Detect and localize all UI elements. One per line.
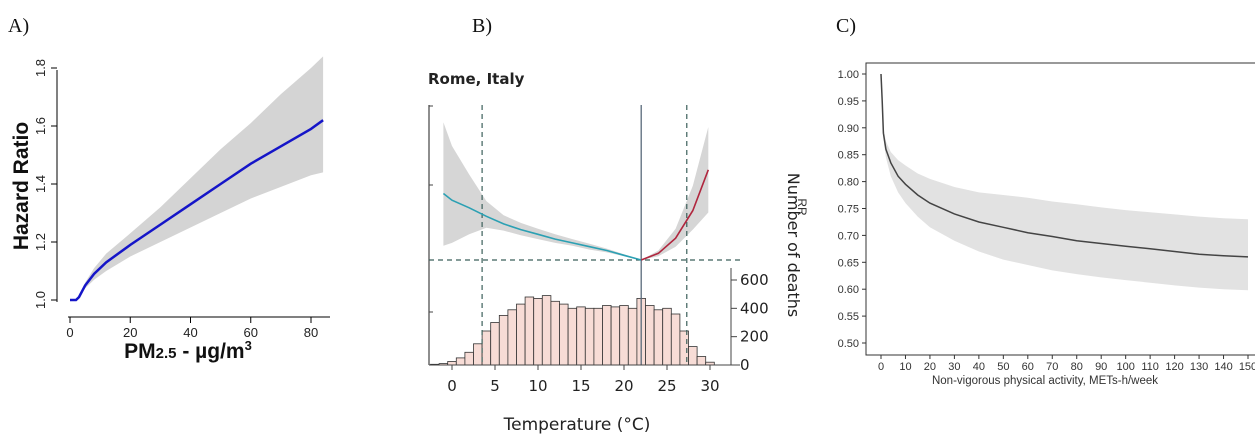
chart-c-x-tick-label: 130 (1190, 361, 1208, 373)
chart-b-hist-bar (602, 305, 612, 366)
chart-b-hist-bar (593, 307, 603, 366)
chart-b-hist-bar (688, 346, 698, 366)
chart-c-y-tick-label: 0.55 (838, 311, 859, 323)
chart-a-x-tick-label: 80 (304, 325, 318, 340)
chart-a-x-tick-label: 0 (66, 325, 73, 340)
chart-c-y-label: RR (795, 198, 809, 216)
chart-b-hist-bar (481, 330, 492, 366)
chart-a-curve (70, 119, 324, 302)
chart-c-x-tick-label: 80 (1071, 361, 1083, 373)
chart-b-hist-bar (670, 313, 681, 366)
chart-a-y-tick-label: 1.4 (33, 175, 48, 193)
panel-label-b: B) (472, 15, 492, 37)
chart-a-y-tick-label: 1.2 (33, 233, 48, 251)
chart-c-x-tick-label: 60 (1022, 361, 1034, 373)
chart-c-x-tick-label: 90 (1095, 361, 1107, 373)
chart-c-y-tick-label: 0.90 (838, 123, 859, 135)
chart-b-right-tick-label: 600 (740, 271, 769, 289)
chart-a-y-tick-label: 1.8 (33, 59, 48, 77)
chart-b-hist-bar (473, 343, 483, 366)
chart-b-hist-bar (516, 303, 526, 366)
chart-b-hist-bar (490, 322, 500, 366)
chart-c-x-label: Non-vigorous physical activity, METs-h/w… (932, 375, 1158, 387)
chart-a-y-tick-label: 1.0 (33, 291, 48, 309)
chart-b-right-tick-label: 0 (740, 356, 750, 374)
chart-c-x-tick-label: 150 (1239, 361, 1255, 373)
chart-b-confidence-band (443, 122, 709, 260)
chart-a-x-tick-label: 60 (244, 325, 258, 340)
chart-b-x-tick-label: 30 (700, 377, 719, 395)
chart-b-hist-bar (464, 351, 474, 366)
chart-b-x-tick-label: 25 (657, 377, 676, 395)
chart-b-hist-bar (498, 314, 509, 366)
chart-b-right-tick-label: 400 (740, 299, 769, 317)
chart-b-x-tick-label: 20 (614, 377, 633, 395)
chart-c-y-tick-label: 0.60 (838, 284, 859, 296)
chart-b-right-label: Number of deaths (784, 173, 803, 317)
chart-a-y-tick-label: 1.6 (33, 117, 48, 135)
chart-c-x-tick-label: 40 (973, 361, 985, 373)
chart-b-hist-bar (455, 357, 466, 366)
chart-c-y-tick-label: 0.95 (838, 96, 859, 108)
chart-b-cold-curve (442, 192, 642, 261)
chart-a-x-tick-label: 20 (123, 325, 137, 340)
chart-c-x-tick-label: 120 (1165, 361, 1183, 373)
chart-b-x-tick-label: 5 (490, 377, 500, 395)
chart-b-hist-bar (696, 356, 707, 366)
chart-c-x-tick-label: 0 (878, 361, 884, 373)
chart-b-x-label: Temperature (°C) (503, 415, 651, 435)
chart-b-hist-bar (559, 303, 569, 366)
chart-b-hist-bar (645, 305, 655, 366)
chart-c-y-tick-label: 0.50 (838, 338, 859, 350)
chart-c-x-tick-label: 70 (1046, 361, 1058, 373)
chart-b-hist-bar (507, 309, 517, 366)
chart-c-x-tick-label: 10 (899, 361, 911, 373)
chart-a-x-label: PM2.5 - µg/m3 (124, 338, 252, 363)
chart-b-x-tick-label: 0 (447, 377, 457, 395)
chart-c-x-tick-label: 100 (1116, 361, 1134, 373)
chart-c-curve (880, 73, 1249, 258)
chart-c-y-tick-label: 0.80 (838, 177, 859, 189)
panel-label-a: A) (8, 15, 29, 37)
chart-a-x-tick-label: 40 (183, 325, 197, 340)
chart-b-hist-bar (619, 305, 629, 366)
chart-b-hist-bar (541, 295, 552, 366)
chart-a-y-label: Hazard Ratio (10, 122, 33, 250)
chart-c-x-tick-label: 50 (997, 361, 1009, 373)
chart-b-hist-bar (576, 306, 586, 366)
chart-b-title: Rome, Italy (428, 70, 525, 88)
chart-c-y-tick-label: 0.65 (838, 257, 859, 269)
chart-b-hist-bar (567, 307, 578, 366)
chart-b-hist-bar (627, 307, 638, 366)
chart-b-hist-bar (550, 300, 560, 366)
chart-c-x-tick-label: 20 (924, 361, 936, 373)
chart-b-hist-bar (610, 306, 621, 366)
chart-b-x-tick-label: 10 (528, 377, 547, 395)
chart-b-right-tick-label: 200 (740, 328, 769, 346)
chart-b-hist-bar (653, 309, 664, 366)
chart-b-x-tick-label: 15 (571, 377, 590, 395)
chart-b-heat-curve (640, 169, 710, 261)
chart-c-x-tick-label: 110 (1141, 361, 1159, 373)
chart-c: 0 10 20 30 40 50 60 70 80 90 100 110 120 130 140 150 0.… (795, 62, 1255, 387)
panel-label-c: C) (836, 15, 856, 37)
chart-a: 0 20 40 60 80 1.01.21.41.61.8 PM2.5 - µg/m3 … (10, 56, 330, 363)
chart-c-x-tick-label: 140 (1214, 361, 1232, 373)
chart-a-confidence-band (70, 56, 324, 301)
chart-b-hist-bar (533, 297, 543, 366)
chart-b: Rome, Italy 0 5 10 15 20 25 30 0 200 400 600 Numb… (428, 70, 803, 435)
chart-c-y-tick-label: 0.75 (838, 204, 859, 216)
chart-b-hist-bar (584, 307, 595, 366)
chart-c-y-tick-label: 0.85 (838, 150, 859, 162)
chart-c-y-tick-label: 0.70 (838, 230, 859, 242)
chart-c-y-tick-label: 1.00 (838, 69, 859, 81)
chart-b-hist-bar (524, 296, 535, 366)
chart-c-confidence-band (881, 74, 1248, 291)
chart-b-hist-bar (662, 307, 672, 366)
chart-b-hist-bar (447, 361, 457, 366)
chart-c-x-tick-label: 30 (948, 361, 960, 373)
